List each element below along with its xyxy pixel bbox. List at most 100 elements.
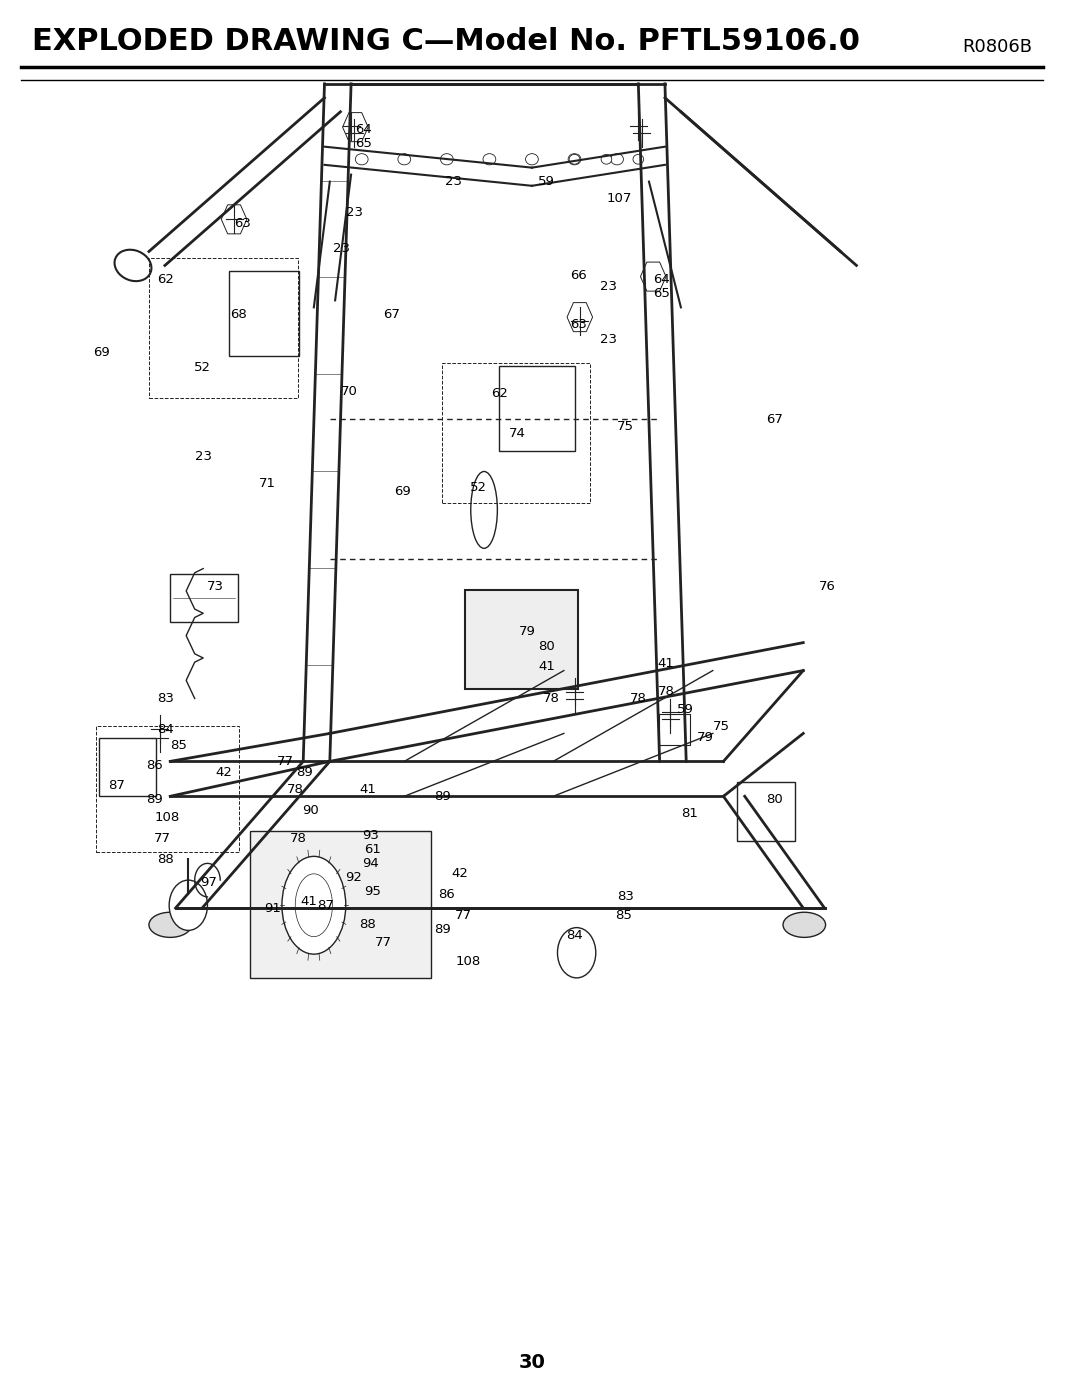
Text: 91: 91 — [264, 901, 281, 915]
Text: 67: 67 — [766, 412, 783, 426]
Text: 23: 23 — [600, 332, 617, 346]
Text: 79: 79 — [519, 624, 536, 638]
Ellipse shape — [355, 154, 368, 165]
Text: 23: 23 — [600, 279, 617, 293]
Text: 77: 77 — [375, 936, 391, 950]
Text: 87: 87 — [318, 898, 334, 912]
Text: 88: 88 — [158, 852, 174, 866]
Text: 84: 84 — [566, 929, 583, 943]
Ellipse shape — [568, 154, 581, 165]
Ellipse shape — [610, 154, 623, 165]
Text: 41: 41 — [300, 894, 316, 908]
Ellipse shape — [282, 856, 346, 954]
Circle shape — [557, 928, 596, 978]
Text: 41: 41 — [658, 657, 674, 671]
Text: 77: 77 — [154, 831, 172, 845]
FancyBboxPatch shape — [659, 714, 690, 745]
Text: 93: 93 — [362, 828, 379, 842]
Text: 78: 78 — [630, 692, 647, 705]
Text: 66: 66 — [570, 268, 588, 282]
Ellipse shape — [783, 912, 825, 937]
Text: 64: 64 — [653, 272, 670, 286]
Text: 78: 78 — [287, 782, 305, 796]
Text: 77: 77 — [276, 754, 294, 768]
Text: 69: 69 — [393, 485, 410, 499]
FancyBboxPatch shape — [464, 590, 578, 689]
Text: 73: 73 — [206, 580, 224, 594]
Text: 89: 89 — [434, 922, 450, 936]
Text: 88: 88 — [360, 918, 376, 932]
FancyBboxPatch shape — [171, 574, 239, 622]
Text: 86: 86 — [438, 887, 455, 901]
Text: 74: 74 — [509, 426, 525, 440]
Text: 92: 92 — [345, 870, 362, 884]
Text: 68: 68 — [230, 307, 246, 321]
Text: 80: 80 — [538, 640, 555, 654]
Text: 23: 23 — [445, 175, 462, 189]
Text: 85: 85 — [171, 739, 187, 753]
FancyBboxPatch shape — [499, 366, 575, 451]
Text: EXPLODED DRAWING C—Model No. PFTL59106.0: EXPLODED DRAWING C—Model No. PFTL59106.0 — [32, 27, 860, 56]
Text: 52: 52 — [193, 360, 211, 374]
Text: 62: 62 — [491, 387, 509, 401]
Ellipse shape — [441, 154, 454, 165]
Text: 63: 63 — [570, 317, 588, 331]
Ellipse shape — [114, 250, 151, 281]
FancyBboxPatch shape — [738, 782, 795, 841]
Text: 108: 108 — [456, 954, 481, 968]
Text: 108: 108 — [154, 810, 179, 824]
Text: 59: 59 — [538, 175, 555, 189]
Text: 75: 75 — [617, 419, 634, 433]
Text: 23: 23 — [194, 450, 212, 464]
Text: 78: 78 — [658, 685, 674, 698]
Text: 86: 86 — [146, 759, 162, 773]
Text: 94: 94 — [362, 856, 378, 870]
Text: 107: 107 — [606, 191, 632, 205]
Text: 97: 97 — [200, 876, 217, 890]
Text: 41: 41 — [538, 659, 555, 673]
Text: 85: 85 — [615, 908, 632, 922]
Ellipse shape — [471, 472, 498, 549]
Text: 89: 89 — [146, 792, 162, 806]
Ellipse shape — [397, 154, 410, 165]
Text: 23: 23 — [333, 242, 350, 256]
Text: 59: 59 — [677, 703, 693, 717]
Text: 67: 67 — [383, 307, 400, 321]
Text: 95: 95 — [364, 884, 381, 898]
Ellipse shape — [149, 912, 191, 937]
Text: 23: 23 — [346, 205, 363, 219]
Ellipse shape — [483, 154, 496, 165]
Text: 65: 65 — [653, 286, 670, 300]
Text: R0806B: R0806B — [962, 38, 1032, 56]
Text: 70: 70 — [340, 384, 357, 398]
Ellipse shape — [526, 154, 538, 165]
Text: 81: 81 — [680, 806, 698, 820]
Text: 75: 75 — [713, 719, 730, 733]
Text: 63: 63 — [234, 217, 251, 231]
Text: 62: 62 — [158, 272, 174, 286]
Text: 76: 76 — [820, 580, 836, 594]
FancyBboxPatch shape — [249, 831, 431, 978]
Ellipse shape — [295, 875, 333, 937]
Text: 79: 79 — [697, 731, 714, 745]
Text: 71: 71 — [258, 476, 275, 490]
Text: 80: 80 — [766, 792, 783, 806]
Text: 77: 77 — [456, 908, 472, 922]
Ellipse shape — [602, 155, 611, 165]
Text: 89: 89 — [434, 789, 450, 803]
Text: 65: 65 — [355, 137, 373, 151]
Text: 42: 42 — [451, 866, 468, 880]
Text: 52: 52 — [470, 481, 487, 495]
Text: 84: 84 — [158, 722, 174, 736]
Text: 61: 61 — [364, 842, 381, 856]
Text: 42: 42 — [215, 766, 232, 780]
Text: 41: 41 — [360, 782, 377, 796]
Ellipse shape — [633, 155, 644, 165]
Ellipse shape — [569, 155, 580, 165]
Text: 87: 87 — [108, 778, 125, 792]
Circle shape — [170, 880, 207, 930]
Text: 64: 64 — [355, 123, 373, 137]
Text: 78: 78 — [289, 831, 307, 845]
FancyBboxPatch shape — [229, 271, 299, 356]
Text: 30: 30 — [518, 1352, 545, 1372]
